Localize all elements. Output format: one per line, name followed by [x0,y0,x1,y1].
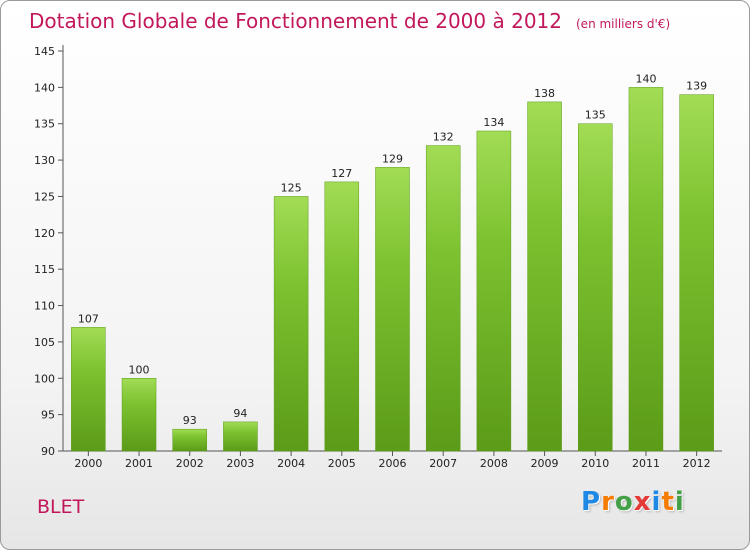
x-tick-label: 2007 [429,457,457,470]
bar-value-label: 139 [686,80,707,93]
place-name: BLET [37,496,85,518]
bar [375,167,410,452]
bar-value-label: 138 [534,87,555,100]
bar [324,181,360,452]
x-tick-label: 2002 [176,457,204,470]
bar [121,378,157,452]
y-tick-label: 125 [34,190,55,203]
x-tick-label: 2011 [632,457,660,470]
bar [476,130,512,452]
y-tick-label: 105 [34,336,55,349]
bar [172,428,207,452]
bar-value-label: 134 [483,116,504,129]
bar-value-label: 127 [331,167,352,180]
bar [578,123,613,452]
logo-letter: P [581,487,602,517]
bar [679,94,714,452]
bar-value-label: 135 [585,109,606,122]
bar [527,101,562,452]
bar-value-label: 125 [281,181,302,194]
bar-value-label: 107 [78,312,99,325]
logo-letter: t [661,487,675,517]
x-tick-label: 2003 [226,457,254,470]
bar [273,196,309,452]
bar [223,421,258,452]
x-tick-label: 2012 [683,457,711,470]
y-tick-label: 110 [34,300,55,313]
y-tick-label: 120 [34,227,55,240]
y-tick-label: 95 [41,409,55,422]
y-tick-label: 90 [41,445,55,458]
x-tick-label: 2000 [74,457,102,470]
bar [628,87,664,452]
bar-value-label: 94 [233,407,247,420]
logo-letter: r [601,487,615,517]
y-tick-label: 145 [34,45,55,58]
bar-value-label: 129 [382,152,403,165]
y-tick-label: 140 [34,81,55,94]
x-tick-label: 2010 [581,457,609,470]
chart-title-text: Dotation Globale de Fonctionnement de 20… [29,9,562,33]
bar-value-label: 100 [129,363,150,376]
y-tick-label: 130 [34,154,55,167]
bar [71,327,106,452]
y-tick-label: 135 [34,118,55,131]
x-tick-label: 2006 [379,457,407,470]
chart-subtitle: (en milliers d'€) [576,17,671,31]
logo-letter: o [614,487,634,517]
x-tick-label: 2008 [480,457,508,470]
logo-letter: i [651,487,662,517]
x-tick-label: 2005 [328,457,356,470]
bar [425,145,461,452]
y-tick-label: 115 [34,263,55,276]
logo-letter: x [633,487,652,517]
bar-value-label: 93 [183,414,197,427]
x-tick-label: 2009 [531,457,559,470]
proxiti-logo: Proxiti [581,487,685,517]
y-tick-label: 100 [34,372,55,385]
bar-value-label: 132 [433,131,454,144]
x-tick-label: 2001 [125,457,153,470]
chart-title: Dotation Globale de Fonctionnement de 20… [29,9,670,33]
x-tick-label: 2004 [277,457,305,470]
logo-letter: i [674,487,685,517]
bar-value-label: 140 [635,72,656,85]
